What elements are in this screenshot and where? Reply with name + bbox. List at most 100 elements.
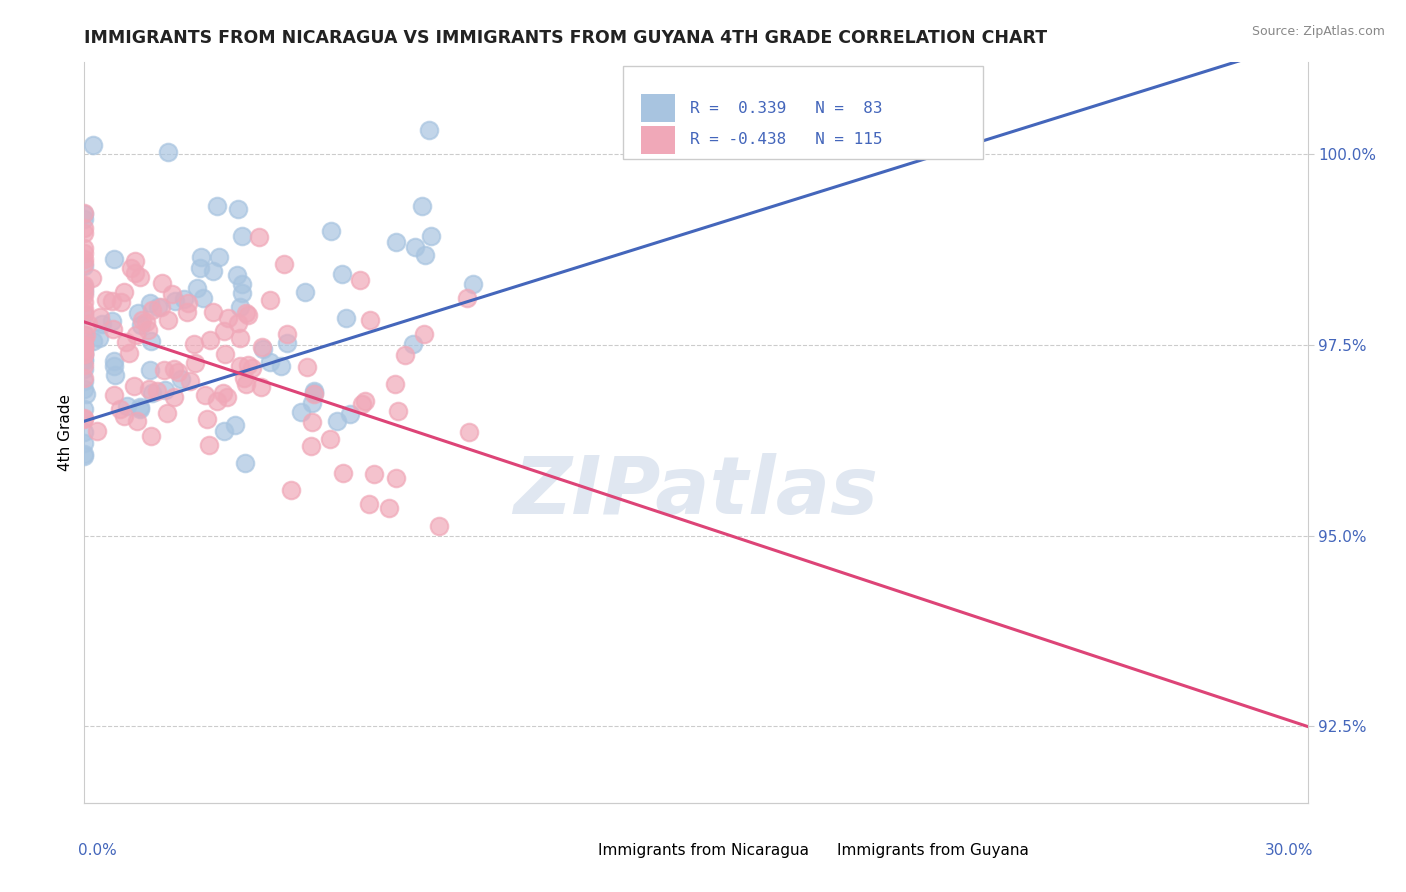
Point <box>131 313 153 327</box>
Point <box>350 397 373 411</box>
Point <box>73 252 96 266</box>
Point <box>411 199 433 213</box>
Point <box>339 408 361 422</box>
Point <box>463 277 485 292</box>
Point <box>73 245 96 260</box>
Point <box>183 337 205 351</box>
Point <box>202 304 225 318</box>
Point <box>73 327 96 342</box>
Point <box>198 333 221 347</box>
Point <box>238 308 260 322</box>
Point <box>173 292 195 306</box>
Point <box>73 362 96 376</box>
Point <box>208 250 231 264</box>
Point <box>75 387 97 401</box>
Point <box>249 230 271 244</box>
Point <box>103 359 125 374</box>
Point <box>73 359 96 373</box>
FancyBboxPatch shape <box>641 94 675 122</box>
Point <box>402 336 425 351</box>
Point <box>76 317 98 331</box>
Point <box>183 356 205 370</box>
Point <box>157 145 180 160</box>
Point <box>420 229 443 244</box>
FancyBboxPatch shape <box>641 126 675 153</box>
Point <box>73 449 96 463</box>
Point <box>270 359 292 374</box>
Point <box>207 394 229 409</box>
Point <box>86 424 108 438</box>
Point <box>224 417 246 432</box>
Point <box>195 411 218 425</box>
Point <box>112 285 135 300</box>
Point <box>110 295 132 310</box>
Point <box>413 248 436 262</box>
Point <box>115 334 138 349</box>
Point <box>273 257 295 271</box>
Point <box>176 305 198 319</box>
Point <box>73 260 96 274</box>
Point <box>259 293 281 307</box>
Point <box>301 396 323 410</box>
Point <box>82 137 104 152</box>
Point <box>188 260 211 275</box>
Point <box>73 338 96 352</box>
Point <box>290 404 312 418</box>
Point <box>73 241 96 255</box>
Point <box>73 348 96 362</box>
Point <box>82 334 104 348</box>
Point <box>73 401 96 416</box>
Y-axis label: 4th Grade: 4th Grade <box>58 394 73 471</box>
Point <box>73 347 96 361</box>
Point <box>225 268 247 283</box>
Point <box>73 206 96 220</box>
Point <box>73 425 96 439</box>
Point <box>73 436 96 450</box>
Point <box>458 425 481 440</box>
Point <box>153 363 176 377</box>
Text: 0.0%: 0.0% <box>79 844 117 858</box>
Point <box>73 256 96 270</box>
Point <box>295 360 318 375</box>
Point <box>157 313 180 327</box>
Point <box>73 287 96 301</box>
Point <box>127 414 149 428</box>
Point <box>235 306 257 320</box>
Point <box>326 414 349 428</box>
Point <box>217 390 239 404</box>
Point <box>226 202 249 217</box>
Point <box>363 467 385 481</box>
Point <box>456 291 478 305</box>
Point <box>177 296 200 310</box>
Point <box>73 341 96 355</box>
Point <box>141 386 163 401</box>
Point <box>127 306 149 320</box>
Text: 30.0%: 30.0% <box>1265 844 1313 858</box>
Point <box>124 266 146 280</box>
Point <box>129 318 152 333</box>
Point <box>359 313 381 327</box>
Point <box>138 323 160 337</box>
Point <box>302 385 325 400</box>
Point <box>193 292 215 306</box>
Point <box>103 354 125 368</box>
Point <box>73 374 96 388</box>
Point <box>73 411 96 425</box>
Text: R = -0.438   N = 115: R = -0.438 N = 115 <box>690 132 883 147</box>
Point <box>73 211 96 226</box>
Point <box>124 253 146 268</box>
Point <box>138 382 160 396</box>
Point <box>233 456 256 470</box>
Point <box>73 352 96 367</box>
Point <box>73 347 96 361</box>
Point <box>242 360 264 375</box>
Point <box>73 306 96 320</box>
Point <box>139 363 162 377</box>
Point <box>73 343 96 358</box>
Point <box>141 302 163 317</box>
Point <box>73 221 96 235</box>
Point <box>335 311 357 326</box>
Point <box>73 382 96 396</box>
Point <box>73 301 96 316</box>
Point <box>73 447 96 461</box>
